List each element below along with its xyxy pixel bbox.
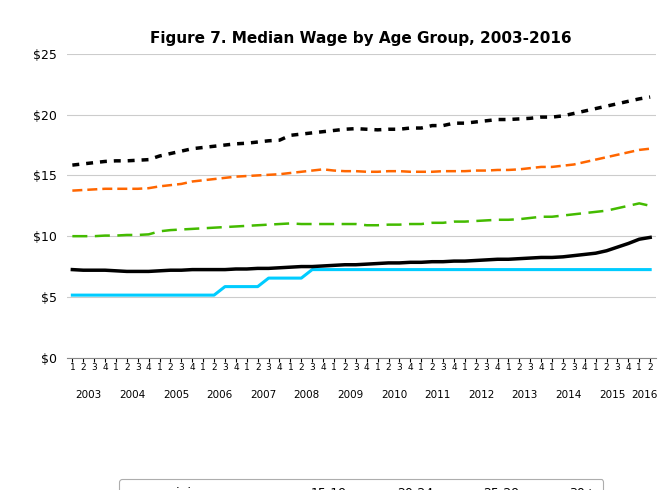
Text: 2015: 2015 (599, 390, 626, 399)
Line: 25-29: 25-29 (72, 148, 650, 191)
15-19 (472, 258, 480, 264)
minimum wage (417, 267, 425, 272)
30+ (385, 126, 393, 132)
Line: 20-24: 20-24 (72, 203, 650, 236)
Text: 2005: 2005 (163, 390, 189, 399)
15-19 (428, 259, 436, 265)
30+ (646, 94, 654, 100)
Text: 2004: 2004 (119, 390, 145, 399)
Text: 2006: 2006 (207, 390, 233, 399)
Text: 2008: 2008 (294, 390, 320, 399)
30+ (286, 132, 294, 138)
Text: 2009: 2009 (337, 390, 363, 399)
Text: 2016: 2016 (632, 390, 658, 399)
30+ (167, 150, 175, 156)
minimum wage (68, 292, 76, 298)
25-29 (286, 170, 294, 176)
Line: 30+: 30+ (72, 97, 650, 165)
Text: 2011: 2011 (424, 390, 451, 399)
20-24 (646, 203, 654, 209)
15-19 (297, 264, 305, 270)
25-29 (461, 168, 469, 174)
15-19 (646, 234, 654, 240)
25-29 (646, 146, 654, 151)
15-19 (68, 267, 76, 272)
Text: 2003: 2003 (76, 390, 102, 399)
minimum wage (428, 267, 436, 272)
20-24 (385, 221, 393, 227)
Title: Figure 7. Median Wage by Age Group, 2003-2016: Figure 7. Median Wage by Age Group, 2003… (151, 31, 572, 46)
Line: 15-19: 15-19 (72, 237, 650, 271)
Text: 2013: 2013 (512, 390, 538, 399)
20-24 (461, 219, 469, 224)
25-29 (406, 169, 414, 175)
minimum wage (646, 267, 654, 272)
15-19 (177, 267, 185, 273)
30+ (417, 125, 425, 131)
Text: 2014: 2014 (555, 390, 581, 399)
Text: 2010: 2010 (381, 390, 407, 399)
15-19 (395, 260, 403, 266)
20-24 (167, 227, 175, 233)
25-29 (167, 182, 175, 188)
25-29 (68, 188, 76, 194)
Text: 2012: 2012 (468, 390, 494, 399)
25-29 (417, 169, 425, 175)
25-29 (385, 168, 393, 174)
Text: 2007: 2007 (250, 390, 276, 399)
30+ (461, 120, 469, 126)
Line: minimum wage: minimum wage (72, 270, 650, 295)
30+ (406, 125, 414, 131)
20-24 (406, 221, 414, 227)
20-24 (68, 233, 76, 239)
20-24 (286, 220, 294, 226)
minimum wage (472, 267, 480, 272)
20-24 (417, 221, 425, 227)
Legend: minimum wage, 15-19, 20-24, 25-29, 30+: minimum wage, 15-19, 20-24, 25-29, 30+ (119, 479, 603, 490)
minimum wage (308, 267, 316, 272)
20-24 (636, 200, 644, 206)
15-19 (417, 259, 425, 265)
15-19 (123, 269, 131, 274)
minimum wage (286, 275, 294, 281)
minimum wage (167, 292, 175, 298)
minimum wage (395, 267, 403, 272)
30+ (68, 162, 76, 168)
